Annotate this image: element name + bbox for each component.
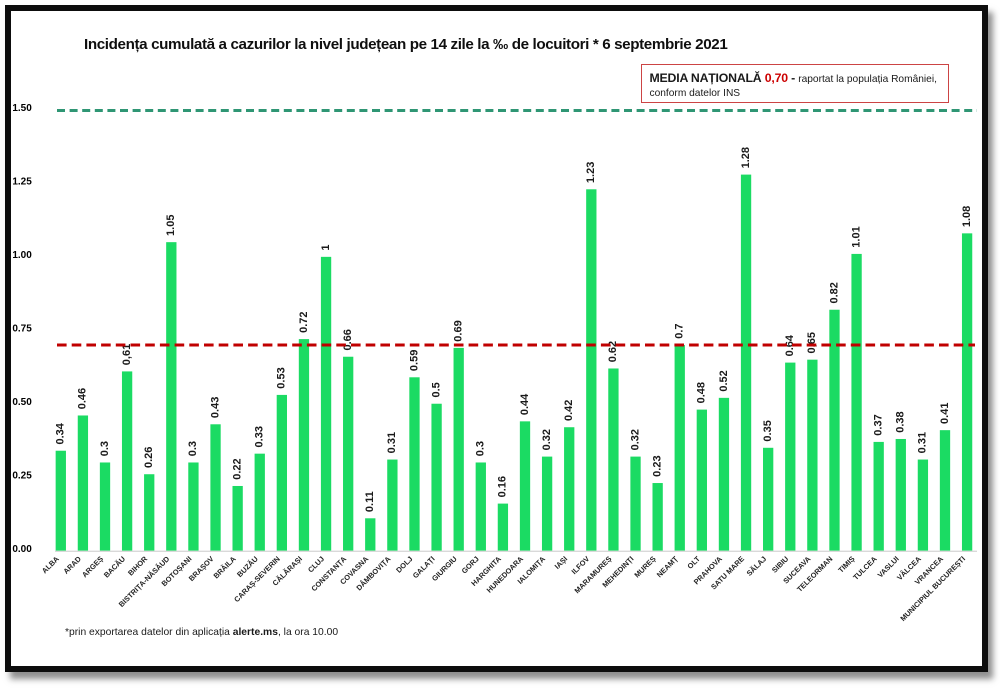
svg-text:SĂLAJ: SĂLAJ [745, 554, 769, 578]
svg-text:1: 1 [320, 245, 332, 251]
svg-text:0.43: 0.43 [209, 397, 221, 418]
svg-text:0.46: 0.46 [77, 388, 89, 409]
svg-text:1.23: 1.23 [585, 162, 597, 183]
svg-text:0.75: 0.75 [12, 324, 32, 335]
svg-text:BACĂU: BACĂU [102, 554, 127, 579]
svg-text:SIBIU: SIBIU [770, 554, 790, 574]
svg-text:0.32: 0.32 [541, 429, 553, 450]
svg-text:0.7: 0.7 [674, 323, 686, 338]
svg-text:0.31: 0.31 [917, 432, 929, 453]
svg-text:0.37: 0.37 [872, 414, 884, 435]
svg-text:0.66: 0.66 [342, 329, 354, 350]
svg-text:ARGEȘ: ARGEȘ [80, 554, 105, 579]
svg-text:0.69: 0.69 [452, 320, 464, 341]
svg-text:0.25: 0.25 [12, 470, 32, 481]
svg-text:0.23: 0.23 [651, 455, 663, 476]
svg-text:1.25: 1.25 [12, 177, 32, 188]
svg-text:0.53: 0.53 [276, 367, 288, 388]
svg-text:DOLJ: DOLJ [394, 554, 414, 574]
svg-text:0.34: 0.34 [55, 422, 67, 444]
svg-text:0.50: 0.50 [12, 397, 32, 408]
svg-text:OLT: OLT [685, 554, 702, 571]
svg-text:0.35: 0.35 [762, 420, 774, 441]
svg-text:MUREȘ: MUREȘ [632, 554, 657, 579]
svg-text:0.16: 0.16 [497, 476, 509, 497]
svg-text:0.26: 0.26 [143, 447, 155, 468]
svg-text:0.3: 0.3 [99, 441, 111, 456]
svg-text:0.59: 0.59 [408, 350, 420, 371]
svg-text:1.05: 1.05 [165, 215, 177, 236]
svg-text:0.5: 0.5 [430, 382, 442, 397]
svg-text:0.38: 0.38 [895, 411, 907, 432]
svg-text:CLUJ: CLUJ [306, 554, 326, 574]
svg-text:0.22: 0.22 [231, 458, 243, 479]
svg-text:1.00: 1.00 [12, 250, 32, 261]
svg-text:IAȘI: IAȘI [553, 554, 570, 571]
svg-text:0.00: 0.00 [12, 544, 32, 555]
svg-text:0.32: 0.32 [629, 429, 641, 450]
svg-text:TULCEA: TULCEA [851, 554, 879, 582]
svg-text:NEAMȚ: NEAMȚ [655, 554, 680, 579]
svg-text:ALBA: ALBA [40, 554, 61, 575]
svg-text:0.72: 0.72 [298, 311, 310, 332]
svg-text:0.42: 0.42 [563, 400, 575, 421]
svg-text:1.08: 1.08 [961, 206, 973, 227]
svg-text:0.52: 0.52 [718, 370, 730, 391]
svg-text:0.31: 0.31 [386, 432, 398, 453]
svg-text:1.01: 1.01 [850, 226, 862, 247]
svg-text:0.82: 0.82 [828, 282, 840, 303]
svg-text:0.44: 0.44 [519, 393, 531, 415]
svg-text:1.50: 1.50 [12, 103, 32, 114]
svg-text:0,61: 0,61 [121, 344, 133, 365]
svg-text:0.3: 0.3 [475, 441, 487, 456]
svg-text:0,65: 0,65 [806, 332, 818, 353]
svg-text:TIMIȘ: TIMIȘ [836, 554, 856, 574]
svg-text:BRĂILA: BRĂILA [212, 554, 239, 581]
svg-text:0.33: 0.33 [254, 426, 266, 447]
svg-text:0.41: 0.41 [939, 403, 951, 424]
svg-text:0.3: 0.3 [187, 441, 199, 456]
svg-text:0.11: 0.11 [364, 491, 376, 512]
svg-text:0.64: 0.64 [784, 334, 796, 356]
svg-text:0.48: 0.48 [696, 382, 708, 403]
svg-text:1.28: 1.28 [740, 147, 752, 168]
